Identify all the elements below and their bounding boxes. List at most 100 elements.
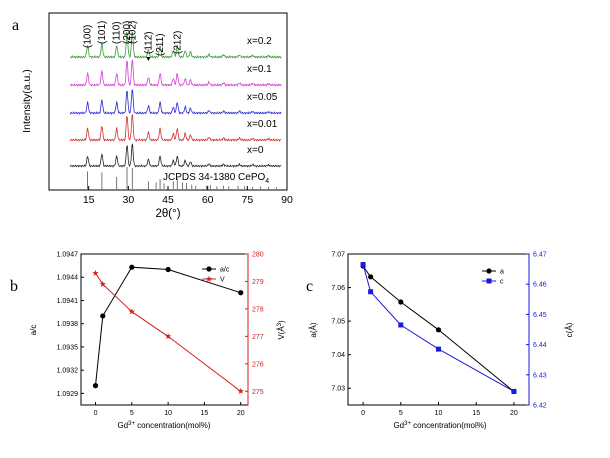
panel-a-trace (70, 30, 282, 60)
panel-a-ylabel: Intensity(a.u.) (21, 69, 33, 133)
panel-a-trace (69, 114, 282, 143)
x-tick-label: 0 (361, 410, 365, 417)
y-right-tick-label: 6.47 (533, 252, 547, 259)
panel-a-peak-label: (100) (83, 25, 94, 48)
y-right-tick-label: 6.46 (533, 282, 547, 289)
panel-b-legend: a/c V (202, 266, 230, 284)
panel-a-label: a (12, 17, 19, 34)
x-tick-label: 15 (472, 410, 480, 417)
y-right-tick-label: 6.42 (533, 403, 547, 410)
x-tick-label: 20 (510, 410, 518, 417)
panel-a-xlabel: 2θ(°) (155, 208, 180, 220)
panel-c-legend: ac (482, 268, 504, 286)
y-left-tick-label: 1.0944 (57, 275, 79, 282)
panel-a-series-label: x=0.2 (247, 36, 272, 47)
y-left-tick-label: 1.0935 (57, 344, 79, 351)
y-right-tick-label: 6.45 (533, 312, 547, 319)
panel-a-trace (69, 89, 282, 115)
x-tick-label: 0 (94, 410, 98, 417)
marker-star (128, 308, 136, 315)
y-left-tick-label: 1.0938 (57, 321, 79, 328)
marker-circle (165, 266, 171, 273)
panel-a-peak-label: (112) (143, 31, 154, 54)
panel-a-series-label: x=0.1 (247, 64, 272, 75)
y-right-tick-label: 6.43 (533, 372, 547, 379)
y-left-tick-label: 7.07 (331, 252, 345, 259)
panel-c-series (360, 262, 517, 395)
panel-a-peak-label: (212) (172, 31, 183, 54)
marker-circle (206, 266, 212, 272)
legend-label: a (500, 269, 504, 276)
marker-square (486, 278, 492, 284)
marker-square (436, 346, 441, 352)
y-right-tick-label: 279 (252, 279, 264, 286)
panel-c-ylabel-left: a(Å) (309, 322, 318, 337)
y-left-tick-label: 1.0947 (57, 252, 79, 259)
panel-a-x-tick-label: 90 (281, 194, 293, 206)
y-right-tick-label: 278 (252, 306, 264, 313)
marker-circle (368, 274, 374, 280)
marker-square (398, 322, 404, 328)
panel-a-peak-label: (211) (155, 33, 166, 56)
panel-c-xlabel: Gd3+ concentration(mol%) (393, 421, 486, 430)
panel-a-x-tick-label: 15 (83, 194, 95, 206)
marker-square (360, 262, 366, 268)
marker-circle (398, 299, 404, 305)
panel-b-label: b (10, 278, 18, 295)
panel-a-reference-label: JCPDS 34-1380 CePO4 (163, 172, 269, 185)
y-right-tick-label: 277 (252, 334, 264, 341)
panel-a-peak-labels: (100) (101) (110) (200)(102) (112) (211) (212) (83, 21, 183, 61)
panel-a-series-label: x=0.05 (247, 92, 278, 103)
panel-c-ylabel-right: c(Å) (565, 322, 574, 337)
marker-circle (238, 290, 244, 296)
marker-star (99, 280, 107, 287)
legend-label: a/c (220, 267, 230, 274)
series-line (95, 266, 241, 386)
panel-a-series-label: x=0.01 (247, 119, 278, 130)
panel-c: c a(Å) c(Å) Gd3+ concentration(mol%) 0 5 1… (306, 252, 574, 431)
legend-label: c (500, 279, 504, 286)
panel-a-peak-label: (102) (127, 21, 138, 44)
marker-star (205, 275, 213, 282)
panel-a-series-label: x=0 (247, 145, 264, 156)
panel-a-peak-label: (101) (97, 21, 108, 44)
panel-a-traces (69, 30, 282, 168)
y-left-tick-label: 7.03 (331, 386, 345, 393)
panel-c-label: c (306, 278, 313, 295)
y-left-tick-label: 7.05 (331, 319, 345, 326)
panel-b-ylabel-right: V(Å3) (277, 320, 286, 340)
marker-circle (435, 327, 442, 333)
panel-a-x-tick-label: 75 (241, 194, 253, 206)
y-right-tick-label: 6.44 (533, 342, 547, 349)
y-right-tick-label: 276 (252, 361, 264, 368)
panel-a-x-tick-label: 60 (202, 194, 214, 206)
y-left-tick-label: 1.0932 (57, 368, 79, 375)
x-tick-label: 5 (130, 410, 134, 417)
y-right-tick-label: 280 (252, 252, 264, 259)
y-left-tick-label: 1.0929 (57, 391, 79, 398)
marker-square (511, 388, 517, 394)
panel-b-xlabel: Gd3+ concentration(mol%) (117, 421, 210, 430)
panel-a-reference-lines (87, 167, 277, 189)
marker-circle (486, 268, 492, 274)
y-left-tick-label: 1.0941 (57, 298, 79, 305)
y-left-tick-label: 7.04 (331, 352, 345, 359)
panel-a-trace (69, 59, 282, 88)
x-tick-label: 15 (201, 410, 209, 417)
panel-a-peak-label: (200) (122, 21, 133, 44)
marker-star (237, 387, 244, 395)
panel-a-x-tick-label: 45 (162, 194, 174, 206)
x-tick-label: 20 (237, 410, 245, 417)
panel-b-series (92, 264, 244, 395)
legend-label: V (220, 277, 225, 284)
panel-b-ylabel-left: a/c (29, 325, 38, 336)
panel-c-axes: 0 5 10 15 20 7.03 7.04 7.05 7.06 7.07 6.42 6.43 6.44… (331, 252, 546, 418)
panel-b-axes: 0 5 10 15 20 1.0929 1.0932 1.0935 1.0938 1.0941 1.… (57, 252, 264, 418)
x-tick-label: 10 (164, 410, 172, 417)
marker-star (92, 269, 99, 276)
marker-circle (129, 264, 135, 270)
panel-a-series-labels: x=0.2 x=0.1 x=0.05 x=0.01 x=0 (247, 36, 278, 156)
panel-b: b a/c V(Å3) Gd3+ concentration(mol%) 0 5 1… (10, 252, 286, 431)
marker-circle (100, 313, 106, 319)
